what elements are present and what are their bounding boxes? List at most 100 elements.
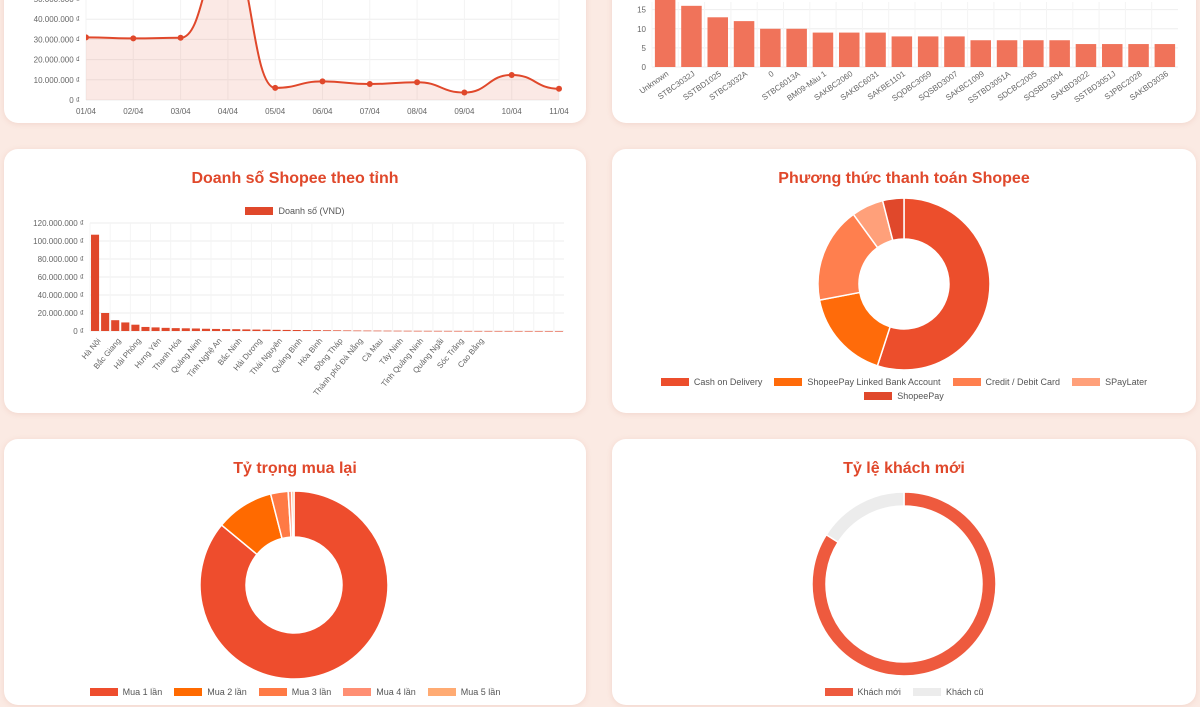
y-tick-label: 10	[637, 25, 646, 34]
bar	[151, 327, 160, 331]
bar	[1154, 44, 1176, 67]
legend-item[interactable]: Khách mới	[824, 687, 901, 697]
data-point	[130, 35, 137, 42]
product-sales-chart: 051015UnknownSTBC3032JSSTBD1025STBC3032A…	[637, 0, 1178, 105]
province-sales-card: Doanh số Shopee theo tỉnh Doanh số (VND)…	[4, 149, 586, 413]
new-customer-chart	[811, 491, 997, 677]
legend-item-revenue[interactable]: Doanh số (VND)	[245, 206, 345, 216]
bar	[252, 329, 261, 331]
y-tick-label: 0 ₫	[73, 327, 84, 336]
y-tick-label: 60.000.000 ₫	[38, 273, 84, 282]
legend-item[interactable]: ShopeePay	[864, 391, 944, 401]
y-tick-label: 20.000.000 ₫	[38, 309, 84, 318]
legend-swatch	[952, 378, 981, 386]
area-fill	[86, 0, 559, 100]
x-tick-label: 07/04	[360, 107, 381, 116]
newcust-legend: Khách mới Khách cũ	[612, 687, 1196, 697]
daily-revenue-chart: 0 ₫ 10.000.000 ₫ 20.000.000 ₫ 30.000.000 ₫ 4…	[34, 0, 569, 116]
line-series	[86, 0, 562, 100]
payment-chart-title: Phương thức thanh toán Shopee	[778, 170, 1030, 187]
bar	[333, 330, 342, 331]
bar	[996, 40, 1018, 67]
y-tick-label: 40.000.000 ₫	[34, 15, 80, 24]
y-tick-label: 0	[642, 63, 647, 72]
legend-item[interactable]: Mua 1 lần	[89, 687, 163, 697]
payment-method-chart	[817, 197, 991, 371]
bar	[161, 327, 170, 331]
y-tick-label: 80.000.000 ₫	[38, 255, 84, 264]
bar	[262, 329, 271, 331]
legend-item[interactable]: Cash on Delivery	[660, 377, 762, 387]
bar	[383, 330, 392, 332]
legend-label: Mua 3 lần	[291, 687, 332, 697]
legend-swatch	[89, 688, 118, 696]
legend-swatch	[258, 688, 287, 696]
y-tick-label: 10.000.000 ₫	[34, 76, 80, 85]
legend-item[interactable]: SPayLater	[1072, 377, 1147, 387]
bar	[121, 322, 130, 331]
bar	[242, 329, 251, 331]
legend-swatch	[824, 688, 853, 696]
x-tick-label: 02/04	[123, 107, 144, 116]
bar	[443, 330, 453, 332]
legend-item[interactable]: ShopeePay Linked Bank Account	[774, 377, 941, 387]
bar	[733, 21, 755, 67]
legend-label: Doanh số (VND)	[278, 206, 345, 216]
series-line	[86, 0, 560, 94]
y-tick-label: 50.000.000 ₫	[34, 0, 80, 4]
x-tick-label: 05/04	[265, 107, 286, 116]
legend-item[interactable]: Mua 5 lần	[427, 687, 500, 697]
x-tick-label: 0	[767, 69, 776, 79]
legend-label: Khách cũ	[945, 687, 984, 697]
bar	[654, 0, 676, 67]
x-tick-label: 03/04	[171, 107, 192, 116]
legend-swatch	[245, 207, 274, 215]
data-point	[414, 79, 421, 86]
legend-label: Khách mới	[857, 687, 901, 697]
bar	[504, 330, 513, 332]
legend-swatch	[660, 378, 689, 386]
legend-item[interactable]: Khách cũ	[912, 687, 984, 697]
bar	[302, 330, 311, 331]
bar	[1049, 40, 1070, 67]
legend-item[interactable]: Mua 3 lần	[258, 687, 332, 697]
bar	[464, 330, 473, 332]
legend-label: Mua 2 lần	[207, 687, 247, 697]
doughnut-slice	[876, 197, 991, 371]
y-tick-label: 0 ₫	[69, 96, 80, 105]
legend-label: ShopeePay Linked Bank Account	[807, 377, 941, 387]
bar	[413, 330, 422, 332]
daily-revenue-card: 0 ₫ 10.000.000 ₫ 20.000.000 ₫ 30.000.000 ₫ 4…	[4, 0, 586, 123]
legend-item[interactable]: Credit / Debit Card	[952, 377, 1060, 387]
data-point	[556, 85, 562, 92]
bar	[891, 36, 913, 67]
bar	[232, 329, 241, 331]
bar	[403, 330, 412, 332]
bar	[1023, 40, 1044, 67]
bar	[433, 330, 442, 332]
bar	[222, 329, 231, 331]
bar	[343, 330, 352, 332]
x-tick-label: 06/04	[312, 107, 333, 116]
bar	[292, 330, 301, 331]
bar	[944, 36, 965, 67]
y-tick-label: 30.000.000 ₫	[34, 35, 80, 44]
bar	[760, 28, 781, 67]
bar	[484, 330, 493, 332]
bar	[181, 328, 190, 331]
legend-label: Mua 1 lần	[122, 687, 163, 697]
data-point	[461, 89, 468, 96]
legend-item[interactable]: Mua 2 lần	[174, 687, 247, 697]
legend-item[interactable]: Mua 4 lần	[343, 687, 416, 697]
y-tick-label: 100.000.000 ₫	[33, 237, 84, 246]
payment-legend: Cash on Delivery ShopeePay Linked Bank Ac…	[652, 377, 1156, 401]
data-point	[272, 84, 279, 91]
new-customer-card: Tỷ lệ khách mới Khách mới Khách cũ	[612, 439, 1196, 705]
y-tick-label: 15	[637, 6, 646, 15]
bar	[201, 328, 211, 331]
legend-swatch	[774, 378, 803, 386]
bar	[282, 329, 291, 331]
x-tick-label: 01/04	[76, 107, 97, 116]
repeat-purchase-card: Tỷ trọng mua lại Mua 1 lần Mua 2 lần Mua 3…	[4, 439, 586, 705]
bar	[681, 5, 702, 67]
